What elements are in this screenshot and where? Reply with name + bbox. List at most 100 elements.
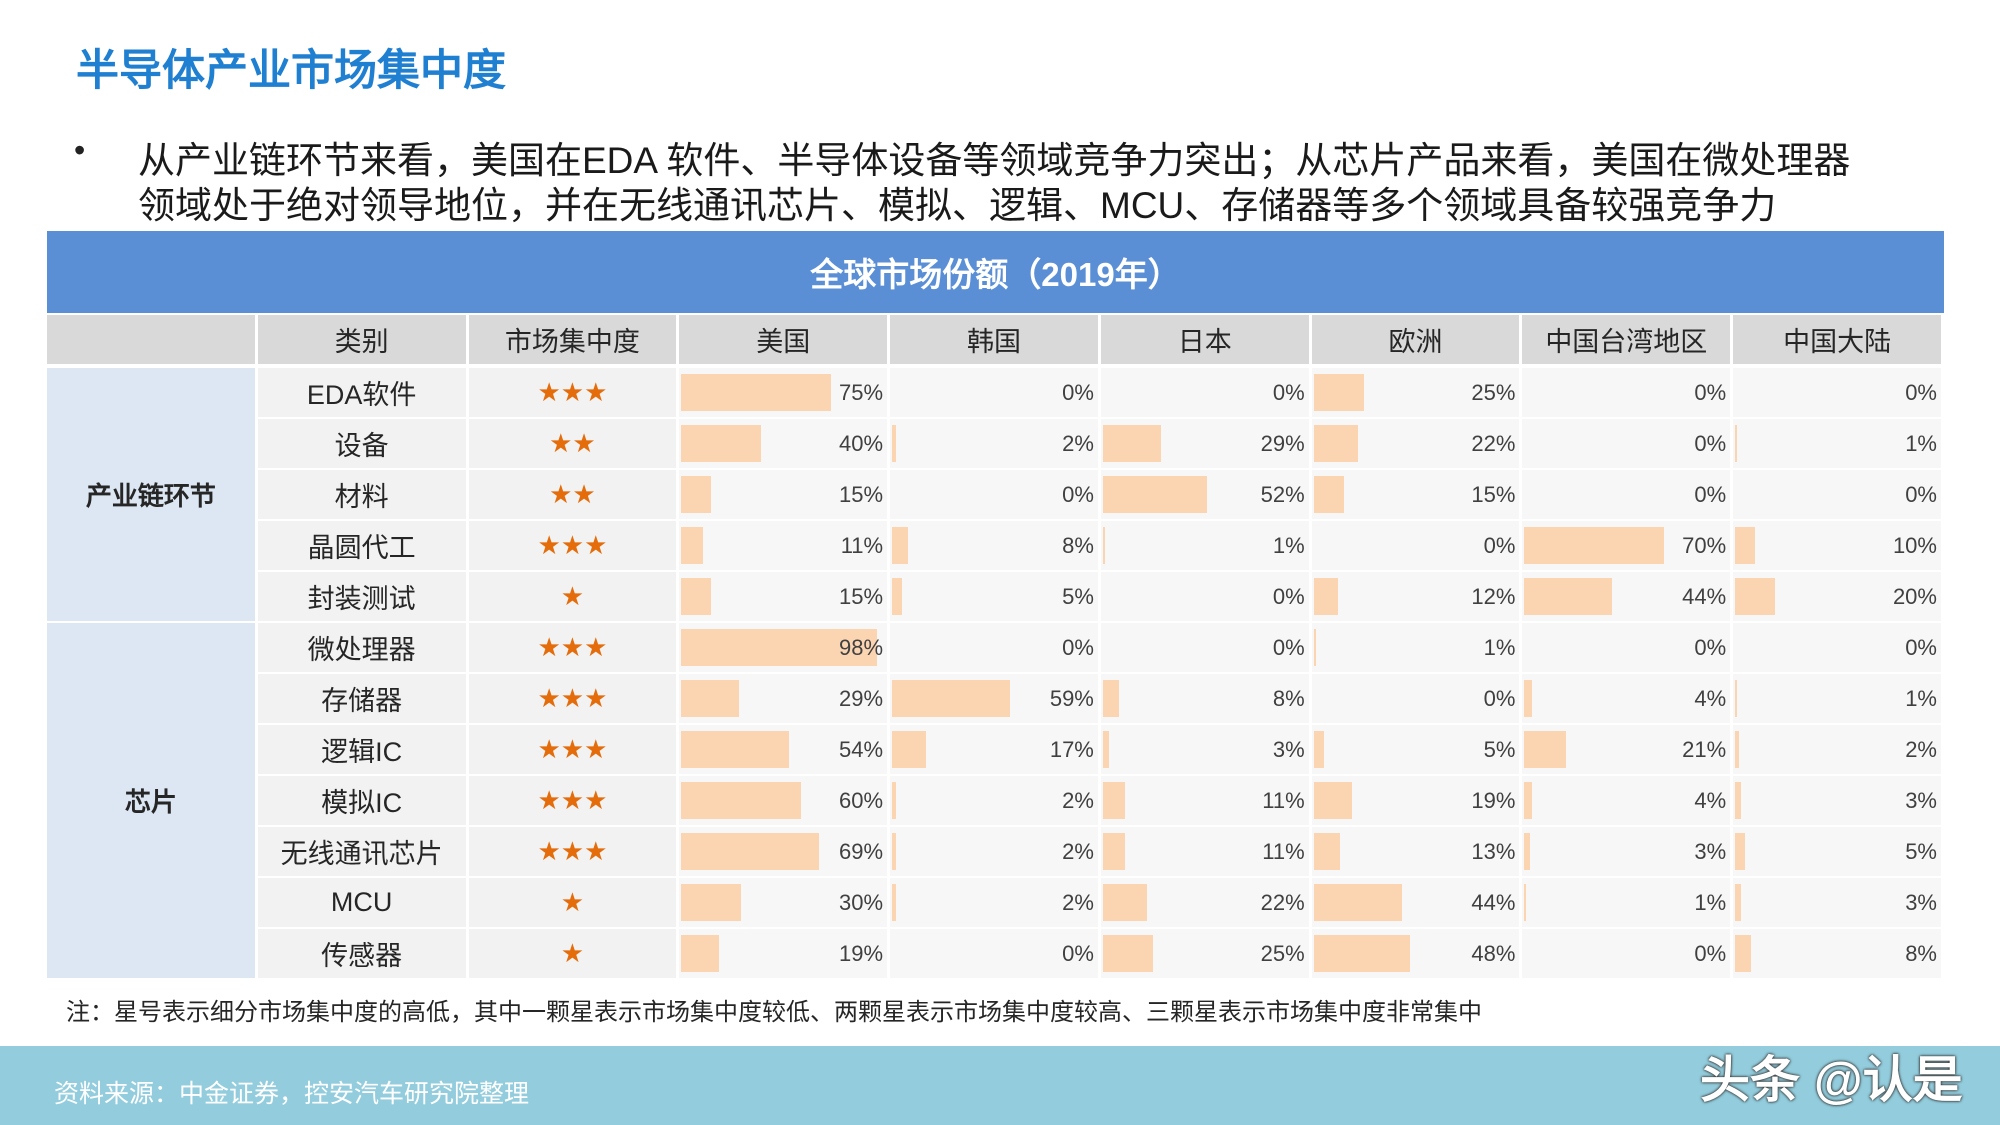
share-bar [892, 782, 897, 819]
share-bar [1735, 680, 1738, 717]
concentration-stars: ★ [468, 929, 677, 978]
bullet-marker: • [74, 132, 86, 168]
share-bar [681, 425, 762, 462]
share-cell [1733, 878, 1941, 927]
footer-band [0, 1046, 2000, 1125]
share-label: 0% [1272, 380, 1305, 405]
share-cell [1522, 827, 1731, 876]
share-bar [1735, 731, 1740, 768]
share-cell [1100, 674, 1309, 723]
share-bar [1524, 833, 1531, 870]
share-bar [1524, 680, 1533, 717]
share-label: 59% [1049, 686, 1094, 711]
share-label: 11% [1262, 788, 1305, 813]
category: 材料 [257, 470, 466, 519]
share-bar [681, 833, 820, 870]
share-label: 0% [1694, 431, 1727, 456]
share-cell [890, 827, 1098, 876]
share-cell [1100, 521, 1309, 570]
share-bar [1313, 629, 1316, 666]
share-cell [1311, 470, 1520, 519]
share-label: 11% [840, 533, 884, 558]
share-bar [681, 629, 878, 666]
share-cell [890, 623, 1098, 672]
share-cell [1733, 929, 1941, 978]
share-bar [892, 731, 927, 768]
share-bar [1735, 884, 1742, 921]
share-cell [890, 776, 1098, 825]
share-label: 0% [1905, 482, 1937, 507]
concentration-stars: ★★★ [468, 776, 677, 825]
share-label: 0% [1062, 941, 1094, 966]
share-cell [1522, 368, 1731, 417]
share-label: 17% [1049, 737, 1094, 762]
share-cell [1733, 368, 1941, 417]
share-label: 70% [1682, 533, 1727, 558]
table-note: 注：星号表示细分市场集中度的高低，其中一颗星表示市场集中度较低、两颗星表示市场集… [66, 999, 1482, 1026]
share-bar [681, 374, 832, 411]
share-label: 8% [1272, 686, 1305, 711]
share-cell [1311, 725, 1520, 774]
category: 封装测试 [257, 572, 466, 621]
share-cell [1733, 419, 1941, 468]
share-label: 2% [1062, 890, 1094, 915]
share-cell [1100, 776, 1309, 825]
share-cell [1522, 419, 1731, 468]
bullet-text: 领域处于绝对领导地位，并在无线通讯芯片、模拟、逻辑、MCU、存储器等多个领域具备… [138, 185, 1777, 226]
share-cell [679, 572, 888, 621]
concentration-stars: ★ [468, 878, 677, 927]
share-cell [1733, 623, 1941, 672]
share-label: 98% [839, 635, 884, 660]
share-label: 19% [839, 941, 884, 966]
share-cell [1522, 929, 1731, 978]
share-cell [890, 521, 1098, 570]
share-cell [1311, 623, 1520, 672]
concentration-stars: ★★★ [468, 521, 677, 570]
share-label: 4% [1694, 788, 1727, 813]
share-label: 8% [1062, 533, 1094, 558]
share-bar [1735, 578, 1776, 615]
share-label: 20% [1892, 584, 1937, 609]
share-cell [1522, 623, 1731, 672]
share-label: 0% [1694, 482, 1727, 507]
share-bar [1524, 782, 1533, 819]
group-label: 产业链环节 [47, 368, 255, 621]
concentration-stars: ★ [468, 572, 677, 621]
bullet-text: 从产业链环节来看，美国在EDA 软件、半导体设备等领域竞争力突出；从芯片产品来看… [138, 140, 1851, 181]
share-cell [1100, 572, 1309, 621]
share-label: 22% [1260, 890, 1305, 915]
category: 存储器 [257, 674, 466, 723]
share-label: 0% [1062, 380, 1094, 405]
share-label: 40% [839, 431, 884, 456]
share-label: 29% [839, 686, 884, 711]
column-header: 中国大陆 [1733, 315, 1941, 364]
concentration-stars: ★★ [468, 470, 677, 519]
share-cell [1311, 827, 1520, 876]
share-label: 69% [839, 839, 884, 864]
share-bar [681, 731, 790, 768]
share-label: 15% [839, 482, 884, 507]
share-bar [1524, 578, 1613, 615]
concentration-stars: ★★ [468, 419, 677, 468]
share-bar [1102, 884, 1147, 921]
share-label: 15% [1471, 482, 1516, 507]
share-cell [1522, 878, 1731, 927]
share-bar [1102, 527, 1105, 564]
share-label: 1% [1483, 635, 1516, 660]
column-header: 类别 [257, 315, 466, 364]
share-bar [892, 578, 903, 615]
share-label: 0% [1062, 482, 1094, 507]
header-cell [47, 315, 255, 364]
share-cell [1522, 470, 1731, 519]
share-cell [1733, 674, 1941, 723]
share-bar [1313, 782, 1352, 819]
share-bar [892, 425, 897, 462]
share-label: 1% [1905, 431, 1937, 456]
share-label: 3% [1905, 890, 1937, 915]
category: 设备 [257, 419, 466, 468]
share-label: 5% [1905, 839, 1937, 864]
share-label: 13% [1471, 839, 1516, 864]
share-cell [1522, 674, 1731, 723]
share-bar [1102, 935, 1153, 972]
share-cell [1733, 521, 1941, 570]
